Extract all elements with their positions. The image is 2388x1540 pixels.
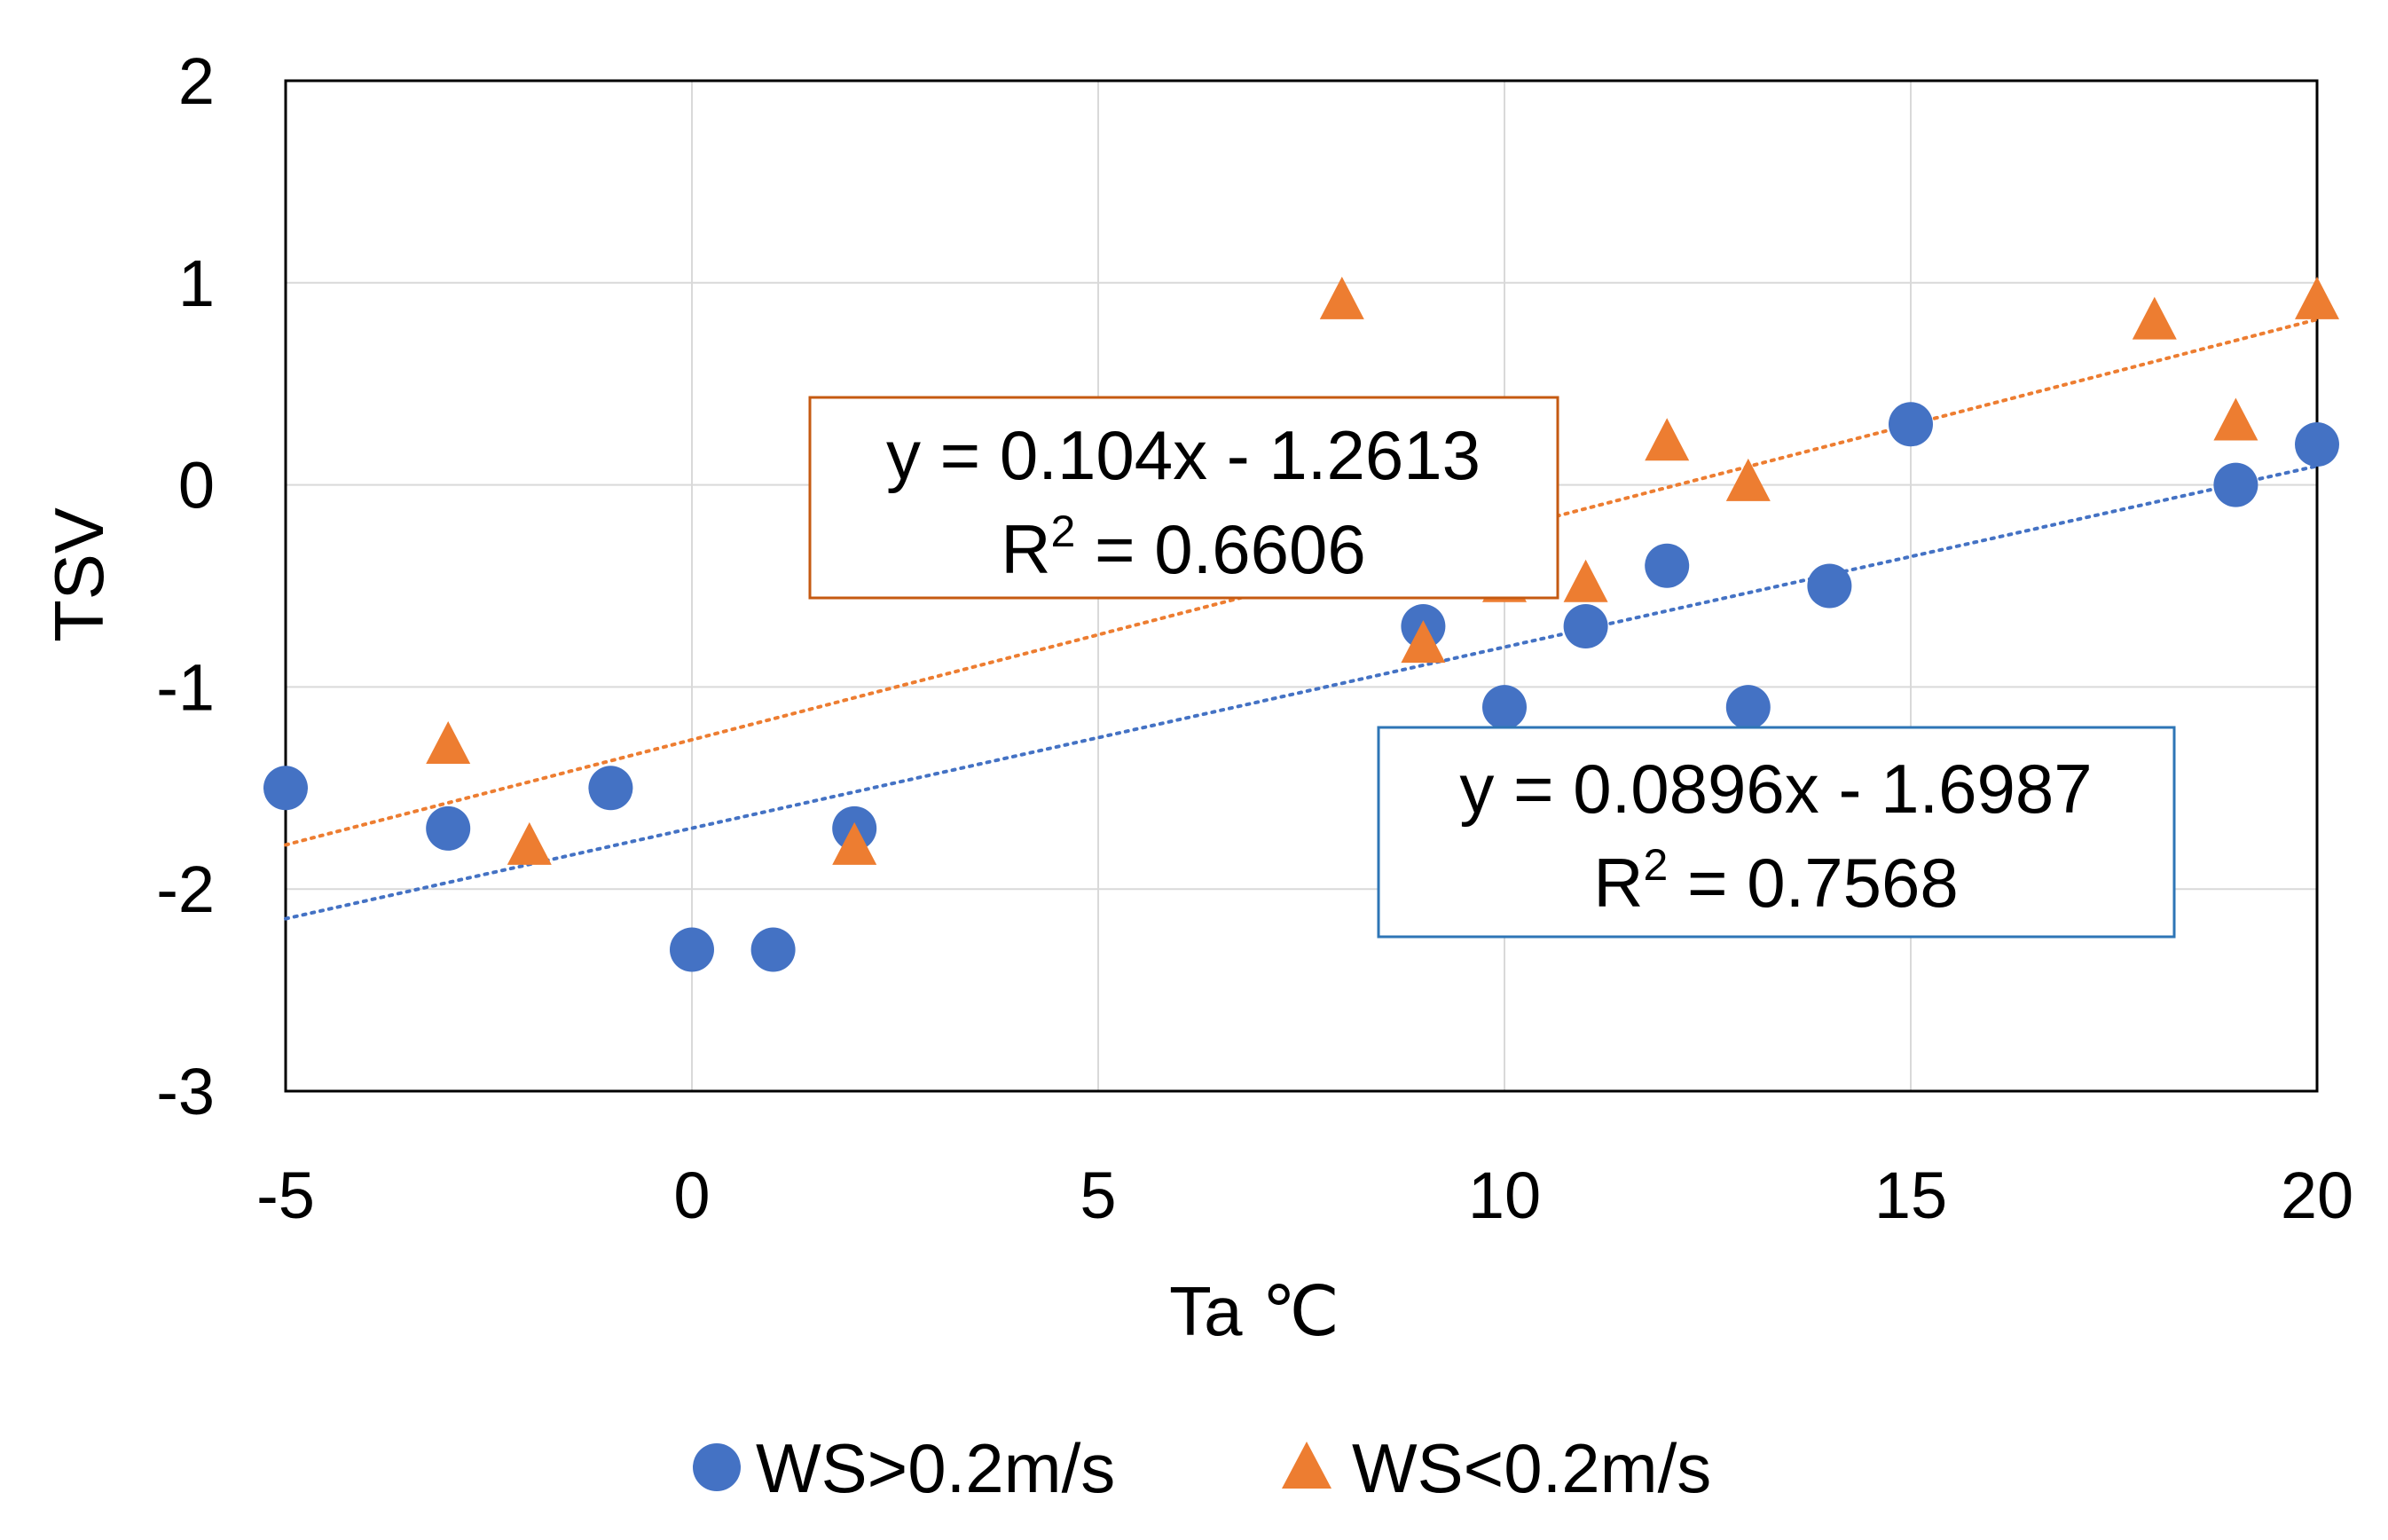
legend-marker-circle [693,1443,741,1491]
data-point-circle [1807,563,1852,609]
data-point-circle [1645,543,1690,588]
y-tick-label: -2 [156,852,215,926]
r-squared-orange-sup: 2 [1051,507,1076,556]
r-squared-blue-value: = 0.7568 [1668,844,1958,922]
y-tick-label: -3 [156,1055,215,1128]
r-squared-blue: R2 = 0.7568 [1593,840,1959,922]
data-point-circle [2295,422,2339,468]
legend-marker-triangle [1282,1442,1331,1489]
r-squared-blue-sup: 2 [1644,840,1669,890]
x-axis-tick-labels: -5 0 5 10 15 20 [256,1159,2353,1232]
r-squared-orange-value: = 0.6606 [1075,510,1365,588]
data-point-circle [263,766,308,811]
data-point-circle [1563,604,1608,649]
data-point-triangle [2213,397,2258,441]
x-tick-label: -5 [256,1159,315,1232]
legend-label-ws-high: WS>0.2m/s [756,1429,1115,1507]
legend: WS>0.2m/s WS<0.2m/s [693,1429,1711,1507]
r-squared-blue-prefix: R [1593,844,1643,922]
data-points [263,276,2339,972]
data-point-circle [1482,685,1527,730]
data-point-triangle [507,821,552,865]
data-point-circle [1889,402,1933,447]
equation-box-orange: y = 0.104x - 1.2613 R2 = 0.6606 [808,396,1559,600]
y-axis-tick-labels: -3 -2 -1 0 1 2 [156,44,215,1128]
y-tick-label: 2 [178,44,215,118]
data-point-triangle [1319,276,1364,319]
r-squared-orange-prefix: R [1001,510,1050,588]
data-point-triangle [1563,559,1608,602]
y-tick-label: 0 [178,449,215,522]
data-point-circle [750,927,796,972]
data-point-triangle [2132,296,2177,340]
trendline-series-0 [284,464,2319,921]
data-point-triangle [2295,276,2339,319]
r-squared-orange: R2 = 0.6606 [1001,507,1366,588]
x-tick-label: 20 [2281,1159,2353,1232]
data-point-circle [2213,462,2258,507]
data-point-circle [670,927,714,972]
y-tick-label: 1 [178,247,215,320]
x-tick-label: 10 [1468,1159,1541,1232]
data-point-triangle [426,720,471,764]
x-tick-label: 15 [1874,1159,1947,1232]
equation-box-blue: y = 0.0896x - 1.6987 R2 = 0.7568 [1377,726,2176,939]
data-point-triangle [1401,620,1446,664]
data-point-triangle [1645,418,1690,461]
legend-label-ws-low: WS<0.2m/s [1352,1429,1711,1507]
plot-area-border [284,79,2319,1093]
y-axis-title: TSV [40,507,118,642]
equation-orange: y = 0.104x - 1.2613 [886,416,1481,494]
equation-box-orange-frame [808,396,1559,600]
x-tick-label: 0 [673,1159,710,1232]
equation-box-blue-frame [1377,726,2176,939]
data-point-circle [426,805,471,851]
y-tick-label: -1 [156,650,215,724]
data-point-circle [588,766,633,811]
x-tick-label: 5 [1080,1159,1116,1232]
data-point-circle [1725,685,1771,730]
data-point-triangle [832,821,877,865]
x-axis-title: Ta ℃ [1169,1272,1339,1350]
equation-blue: y = 0.0896x - 1.6987 [1459,750,2092,828]
data-point-triangle [1725,458,1771,501]
